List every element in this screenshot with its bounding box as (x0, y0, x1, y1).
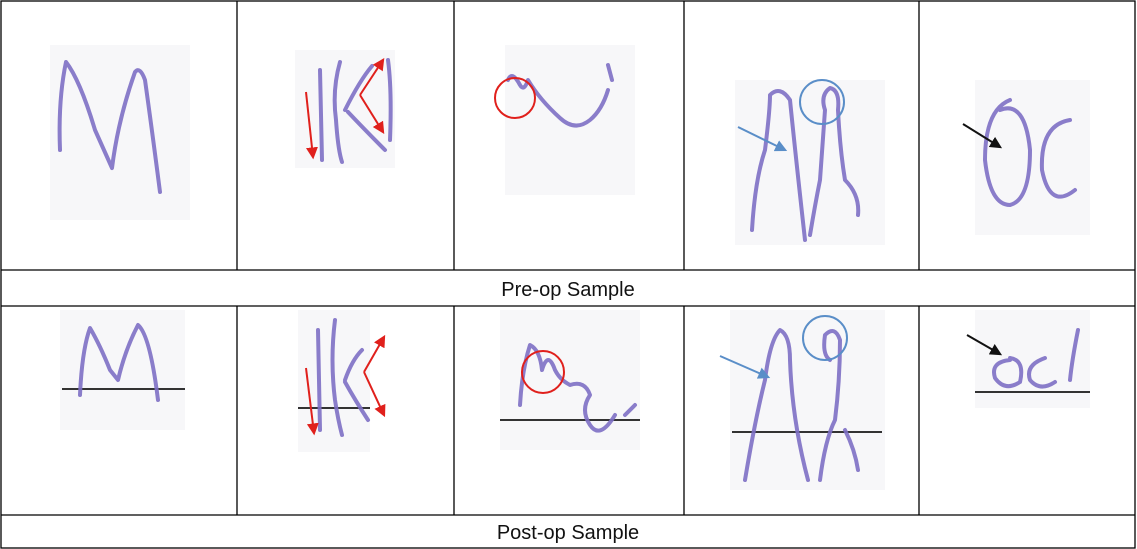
image-backgrounds (50, 45, 1090, 490)
post-op-samples (62, 315, 1090, 482)
caption: Pre-op Sample (501, 279, 634, 301)
caption: Post-op Sample (497, 522, 639, 544)
pre-op-samples (57, 57, 1077, 242)
